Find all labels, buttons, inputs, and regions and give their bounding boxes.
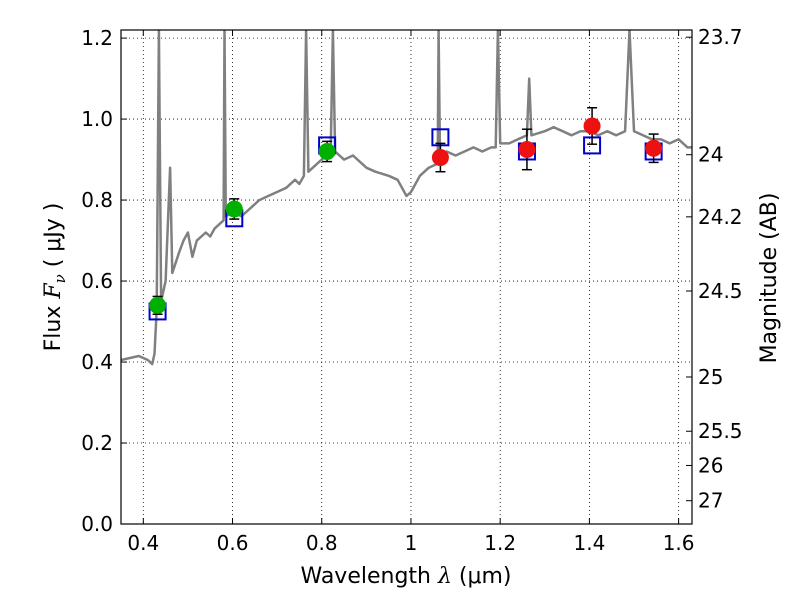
- nir-point-1: [518, 128, 536, 171]
- y2-tick-label-6: 26: [698, 453, 723, 477]
- y-tick-label-3: 0.6: [81, 269, 113, 293]
- nir-point-marker-0: [431, 149, 449, 167]
- x-tick-label-4: 1.2: [484, 531, 516, 555]
- y2-tick-label-4: 25: [698, 365, 723, 389]
- axes-layer: 0.4 0.6 0.8 1 1.2 1.4 1.6 0.0 0.2 0.4 0.6 0.8 1.0 1.2…: [81, 25, 742, 555]
- x-tick-label-2: 0.8: [306, 531, 338, 555]
- x-axis-label: Wavelength λ (μm): [300, 564, 511, 589]
- y-tick-label-5: 1.0: [81, 107, 113, 131]
- sed-model-line: [121, 30, 692, 366]
- optical-point-marker-0: [149, 296, 167, 314]
- plot-frame: [120, 29, 693, 525]
- y2-tick-label-3: 24.5: [698, 279, 743, 303]
- x-tick-label-3: 1: [405, 531, 418, 555]
- y-tick-label-4: 0.8: [81, 188, 113, 212]
- y-tick-label-0: 0.0: [81, 512, 113, 536]
- plot-area: [121, 30, 692, 525]
- y-tick-label-1: 0.2: [81, 431, 113, 455]
- nir-point-3: [645, 133, 663, 164]
- x-tick-label-6: 1.6: [663, 531, 695, 555]
- x-tick-label-1: 0.6: [217, 531, 249, 555]
- optical-point-marker-1: [225, 200, 243, 218]
- y2-tick-label-7: 27: [698, 489, 723, 513]
- y-axis-label: Flux Fν ( μJy ): [41, 203, 69, 352]
- y2-tick-label-5: 25.5: [698, 419, 743, 443]
- y-tick-label-6: 1.2: [81, 26, 113, 50]
- nir-point-marker-3: [645, 139, 663, 157]
- plot-marks: [121, 30, 692, 366]
- x-tick-label-0: 0.4: [127, 531, 159, 555]
- x-tick-label-5: 1.4: [573, 531, 605, 555]
- y2-tick-label-0: 23.7: [698, 25, 743, 49]
- y2-tick-label-1: 24: [698, 143, 723, 167]
- y-tick-label-2: 0.4: [81, 350, 113, 374]
- optical-point-marker-2: [318, 142, 336, 160]
- right-axis-label: Magnitude (AB): [757, 193, 782, 364]
- y2-tick-label-2: 24.2: [698, 205, 743, 229]
- nir-point-0: [431, 142, 449, 173]
- nir-point-marker-2: [583, 117, 601, 135]
- nir-point-marker-1: [518, 140, 536, 158]
- optical-point-1: [225, 198, 243, 220]
- optical-point-0: [149, 295, 167, 316]
- optical-point-2: [318, 140, 336, 163]
- nir-point-2: [583, 106, 601, 145]
